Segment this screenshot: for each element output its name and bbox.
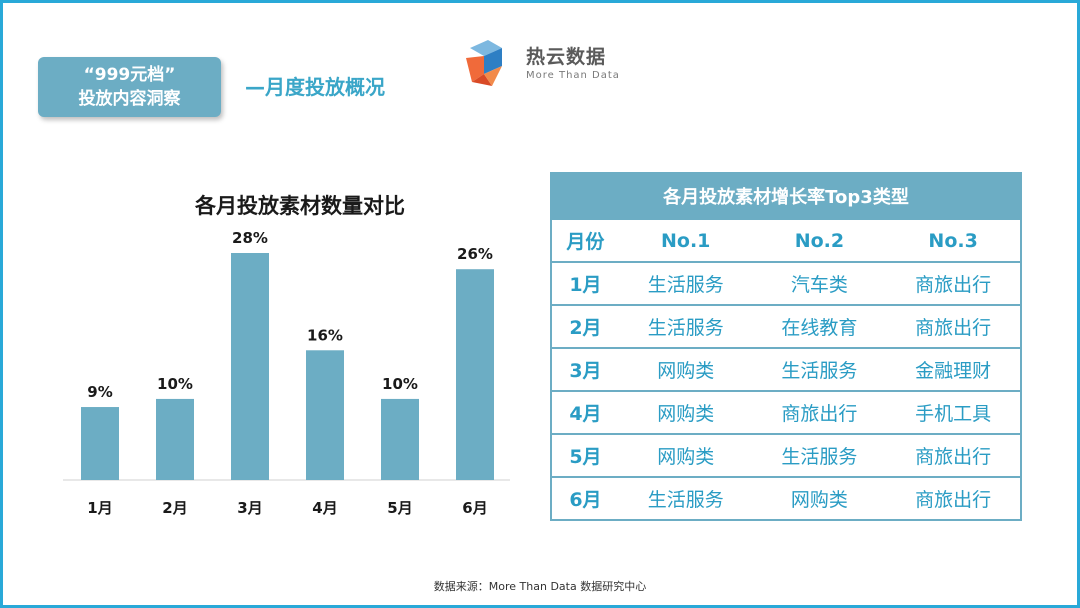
category-label: 4月 [312,499,337,517]
category-cell: 金融理财 [886,347,1020,391]
table-row: 6月 生活服务 网购类 商旅出行 [552,476,1020,519]
month-cell: 2月 [552,304,619,348]
table-row: 4月 网购类 商旅出行 手机工具 [552,390,1020,434]
data-source-note: 数据来源：More Than Data 数据研究中心 [433,580,647,593]
category-cell: 网购类 [618,347,753,391]
category-label: 2月 [162,499,187,517]
category-cell: 网购类 [618,390,753,434]
section-tag-line1: “999元档” [83,65,176,85]
category-cell: 商旅出行 [752,390,887,434]
brand-logo: 热云数据 More Than Data [462,36,622,92]
category-label: 1月 [87,499,112,517]
bar-3 [231,253,269,480]
page-subtitle: —月度投放概况 [245,75,385,99]
category-cell: 网购类 [618,433,753,477]
month-cell: 4月 [552,390,619,434]
bar-value-label: 10% [382,375,418,393]
table-row: 2月 生活服务 在线教育 商旅出行 [552,304,1020,348]
category-cell: 商旅出行 [886,433,1020,477]
column-header: No.1 [618,218,753,262]
table-row: 3月 网购类 生活服务 金融理财 [552,347,1020,391]
category-cell: 生活服务 [618,261,753,305]
logo-name: 热云数据 [526,46,607,68]
bar-5 [381,398,419,480]
bar-6 [456,269,494,480]
category-cell: 生活服务 [618,476,753,519]
section-tag: “999元档” 投放内容洞察 [38,57,221,117]
bar-value-label: 10% [157,375,193,393]
month-cell: 1月 [552,261,619,305]
category-cell: 生活服务 [752,347,887,391]
category-cell: 商旅出行 [886,261,1020,305]
bar-value-label: 16% [307,326,343,344]
logo-cube-icon [466,40,502,86]
category-cell: 商旅出行 [886,476,1020,519]
column-header: No.3 [886,218,1020,262]
logo-tagline: More Than Data [526,70,620,81]
bar-4 [306,350,344,480]
chart-title: 各月投放素材数量对比 [195,194,405,218]
table-header-row: 月份 No.1 No.2 No.3 [552,218,1020,262]
table-row: 5月 网购类 生活服务 商旅出行 [552,433,1020,477]
bar-value-label: 9% [87,383,112,401]
column-header: No.2 [752,218,887,262]
category-cell: 汽车类 [752,261,887,305]
category-cell: 生活服务 [752,433,887,477]
category-cell: 手机工具 [886,390,1020,434]
bar-value-label: 28% [232,229,268,247]
category-cell: 在线教育 [752,304,887,348]
category-label: 3月 [237,499,262,517]
month-cell: 3月 [552,347,619,391]
table-title: 各月投放素材增长率Top3类型 [552,174,1020,219]
bar-value-label: 26% [457,245,493,263]
column-header: 月份 [552,218,619,262]
category-label: 6月 [462,499,487,517]
top3-table: 各月投放素材增长率Top3类型 月份 No.1 No.2 No.3 1月 生活服务 汽车类商… [550,172,1022,521]
bar-chart: 9% 1月 10% 2月 28% 3月 16% 4月 10% 5月 26% 6月 [63,229,510,517]
bar-2 [156,398,194,480]
table-row: 1月 生活服务 汽车类 商旅出行 [552,261,1020,305]
bar-1 [81,407,119,480]
category-cell: 网购类 [752,476,887,519]
month-cell: 6月 [552,476,619,519]
category-cell: 商旅出行 [886,304,1020,348]
category-cell: 生活服务 [618,304,753,348]
section-tag-line2: 投放内容洞察 [78,89,181,109]
category-label: 5月 [387,499,412,517]
month-cell: 5月 [552,433,619,477]
